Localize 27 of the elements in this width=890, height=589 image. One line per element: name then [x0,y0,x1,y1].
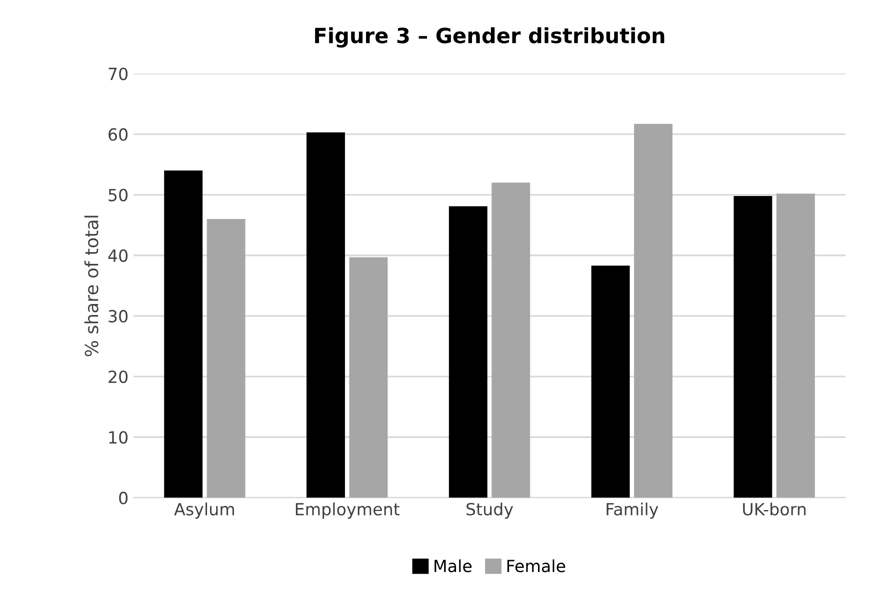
bar [634,124,672,498]
bar [349,257,388,498]
bar [492,182,530,498]
bar [591,266,630,498]
bar [206,219,246,498]
x-tick-label: UK-born [743,502,806,516]
y-tick-label: 30 [108,310,128,323]
x-tick-label: Study [466,502,514,519]
y-tick-label: 50 [108,188,128,202]
bar [734,196,772,498]
y-tick-label: 70 [108,68,128,80]
x-tick-label: Employment [296,502,400,519]
y-tick-label: 60 [108,128,128,141]
legend-label: Male [434,559,472,572]
bar [164,170,203,498]
y-axis-title: % share of total [84,216,98,356]
y-tick-label: 20 [108,370,128,384]
bar [776,194,815,498]
x-tick-label: Family [606,502,658,519]
y-tick-label: 0 [119,492,128,504]
y-tick-label: 40 [108,249,128,262]
bar [306,132,345,498]
legend-label: Female [507,559,566,572]
chart-title: Figure 3 – Gender distribution [315,27,664,48]
bar [448,206,488,498]
y-tick-label: 10 [109,431,128,444]
x-tick-label: Asylum [174,502,234,519]
